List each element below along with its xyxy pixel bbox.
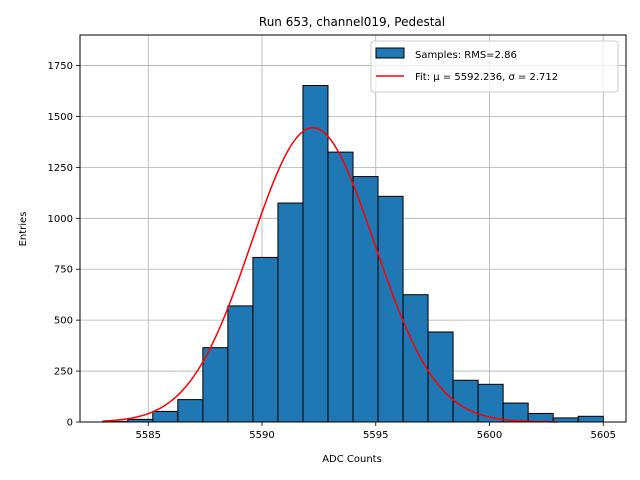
- plot-frame: [79, 34, 627, 423]
- x-tick-label: 5605: [591, 430, 616, 441]
- x-axis-label: ADC Counts: [322, 454, 382, 465]
- histogram-bar: [327, 151, 354, 423]
- histogram-bars: [102, 85, 604, 423]
- fit-curve: [102, 126, 558, 423]
- y-tick-label: 1500: [48, 112, 73, 123]
- histogram-bar: [177, 399, 204, 423]
- histogram-bar: [577, 415, 604, 423]
- histogram-bar: [302, 85, 329, 423]
- histogram-bar: [152, 410, 179, 423]
- histogram-bar: [227, 305, 254, 423]
- y-axis-ticks: 0 250 500 750 1000 1250 1500 1750: [48, 61, 80, 429]
- legend: Samples: RMS=2.86 Fit: μ = 5592.236, σ =…: [370, 40, 619, 93]
- x-tick-label: 5590: [249, 430, 274, 441]
- y-tick-label: 500: [54, 316, 73, 327]
- histogram-bar: [352, 176, 379, 423]
- legend-samples-label: Samples: RMS=2.86: [415, 50, 517, 61]
- histogram-bar: [477, 383, 504, 423]
- legend-samples-swatch: [375, 47, 405, 59]
- x-tick-label: 5600: [477, 430, 502, 441]
- histogram-bar: [252, 256, 279, 423]
- histogram-bar: [452, 379, 479, 423]
- x-tick-label: 5595: [363, 430, 388, 441]
- y-tick-label: 250: [54, 367, 73, 378]
- y-tick-label: 750: [54, 265, 73, 276]
- y-tick-label: 1750: [48, 61, 73, 72]
- histogram-bar: [202, 347, 229, 423]
- histogram-bar: [377, 195, 404, 423]
- x-tick-label: 5585: [136, 430, 161, 441]
- y-tick-label: 1250: [48, 163, 73, 174]
- y-tick-label: 1000: [48, 214, 73, 225]
- chart-title: Run 653, channel019, Pedestal: [259, 15, 445, 29]
- legend-box: [370, 40, 619, 93]
- histogram-bar: [277, 202, 304, 423]
- legend-fit-label: Fit: μ = 5592.236, σ = 2.712: [415, 72, 558, 83]
- y-axis-label: Entries: [18, 212, 29, 247]
- x-axis-ticks: 5585 5590 5595 5600 5605: [136, 422, 616, 441]
- histogram-bar: [402, 294, 429, 423]
- y-tick-label: 0: [67, 418, 73, 429]
